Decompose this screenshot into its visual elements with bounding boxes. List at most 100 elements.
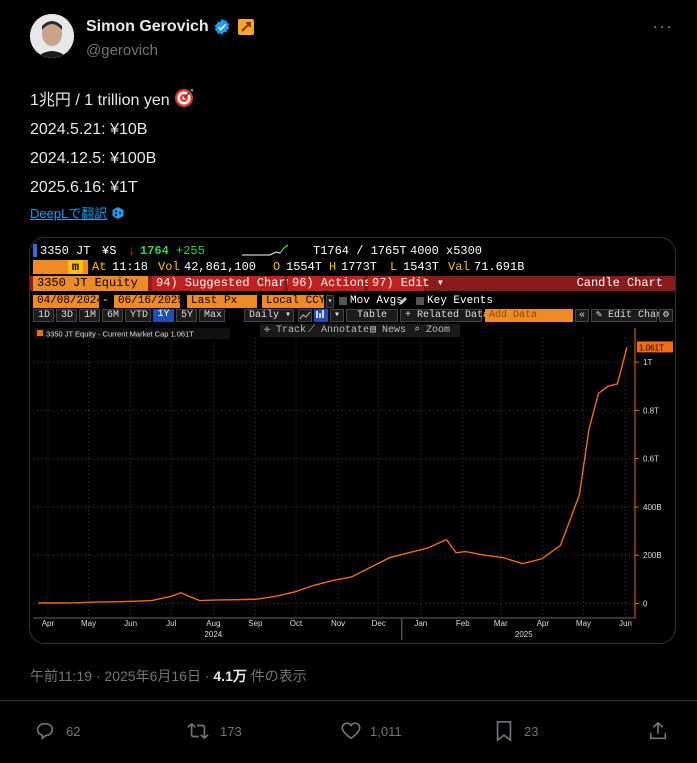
date-dash: - — [102, 295, 109, 307]
low-label: L — [390, 260, 398, 274]
chart-image[interactable]: 3350 JT ¥S ↓ 1764 +255 T1764 / 1765T 400… — [29, 237, 676, 644]
security-field[interactable]: 3350 JT Equity — [33, 276, 148, 291]
x-tick-label: Nov — [331, 619, 345, 628]
news-tool[interactable]: ▤ News — [370, 325, 407, 336]
mov-avgs-label: Mov Avgs — [350, 295, 403, 307]
bookmark-count: 23 — [524, 723, 539, 739]
share-button[interactable] — [647, 720, 669, 745]
start-date-field[interactable]: 04/08/2024 — [33, 295, 103, 308]
x-tick-label: Jul — [166, 619, 176, 628]
at-label: At — [92, 260, 107, 274]
suggested-charts-menu[interactable]: 94) Suggested Charts ▾ — [152, 276, 314, 291]
period-1m[interactable]: 1M — [79, 309, 100, 322]
edit-chart-button[interactable]: ✎ Edit Chart — [591, 309, 668, 322]
translate-link[interactable]: DeepLで翻訳 — [30, 203, 125, 222]
timestamp[interactable]: 午前11:19 · 2025年6月16日 · — [30, 668, 214, 684]
period-max[interactable]: Max — [199, 309, 225, 322]
period-6m[interactable]: 6M — [102, 309, 123, 322]
gear-icon[interactable]: ⚙ — [659, 309, 673, 322]
chart-type-dropdown-icon[interactable]: ▾ — [330, 309, 344, 322]
at-time: 11:18 — [112, 260, 149, 274]
market-cap-chart[interactable]: 0 200B 400B 0.6T 0.8T 1T Apr May Jun Jul Aug Sep Oct… — [30, 238, 675, 643]
period-ytd[interactable]: YTD — [125, 309, 151, 322]
bar-chart-button[interactable] — [314, 309, 328, 322]
open-label: O — [273, 260, 281, 274]
more-options-icon[interactable]: ··· — [652, 16, 673, 36]
add-data-input[interactable]: Add Data — [485, 309, 573, 322]
low-price: 1543T — [403, 260, 440, 274]
like-button[interactable]: 1,011 — [340, 720, 402, 742]
share-icon — [649, 721, 667, 740]
ccy-dropdown-icon[interactable]: ▾ — [326, 295, 334, 308]
frequency-select[interactable]: Daily ▾ — [244, 309, 294, 322]
tweet-meta: 午前11:19 · 2025年6月16日 · 4.1万 件の表示 — [30, 666, 307, 686]
author-name[interactable]: Simon Gerovich — [86, 18, 209, 35]
deepl-icon — [112, 206, 124, 219]
volume: 42,861,100 — [184, 260, 257, 274]
high-price: 1773T — [341, 260, 378, 274]
period-1d[interactable]: 1D — [33, 309, 54, 322]
period-1y[interactable]: 1Y — [153, 309, 174, 322]
reply-button[interactable]: 62 — [34, 720, 80, 742]
market-cap-line — [38, 347, 628, 604]
author-handle[interactable]: @gerovich — [86, 42, 158, 59]
like-count: 1,011 — [370, 723, 402, 739]
y-tick-label: 0.6T — [643, 455, 659, 464]
x-tick-label: Dec — [372, 619, 386, 628]
retweet-button[interactable]: 173 — [186, 720, 242, 742]
legend-swatch — [37, 330, 43, 336]
local-ccy-select[interactable]: Local CCY — [262, 295, 325, 308]
zoom-tool[interactable]: ⌕ Zoom — [414, 325, 451, 336]
year-label: 2025 — [515, 630, 533, 639]
x-tick-label: May — [576, 619, 591, 628]
date-bar: 04/08/2024 - 06/16/2025 Last Px Local CC… — [30, 295, 675, 308]
legend-label: 3350 JT Equity - Current Market Cap 1.06… — [46, 330, 194, 339]
annotate-tool[interactable]: ⟋ Annotate — [308, 325, 370, 336]
x-tick-label: Aug — [206, 619, 220, 628]
divider — [0, 700, 697, 701]
translate-label: DeepLで翻訳 — [30, 206, 108, 221]
period-3d[interactable]: 3D — [56, 309, 77, 322]
menu-bar: 3350 JT Equity 94) Suggested Charts ▾ 96… — [30, 276, 675, 291]
related-data-menu[interactable]: + Related Data ▾ — [400, 309, 501, 322]
end-date-field[interactable]: 06/16/2025 — [114, 295, 184, 308]
candle-chart-label[interactable]: Candle Chart — [576, 276, 663, 290]
key-events-label: Key Events — [427, 295, 494, 307]
x-tick-label: Jan — [414, 619, 427, 628]
exchange-icon: m — [68, 260, 83, 274]
last-px-select[interactable]: Last Px — [187, 295, 257, 308]
tweet-text: 1兆円 / 1 trillion yen 2024.5.21: ¥10B 202… — [30, 86, 194, 202]
x-tick-label: Jun — [124, 619, 137, 628]
bookmark-button[interactable]: 23 — [494, 720, 538, 742]
ticker: 3350 JT — [40, 244, 91, 258]
avatar[interactable] — [30, 14, 74, 58]
mov-avgs-checkbox[interactable] — [339, 297, 347, 305]
affiliate-badge-icon[interactable] — [237, 19, 254, 35]
high-label: H — [329, 260, 337, 274]
key-events-checkbox[interactable] — [416, 297, 424, 305]
edit-menu[interactable]: 97) Edit ▾ — [368, 276, 444, 291]
stats-line: m At 11:18 Vol 42,861,100 O 1554T H 1773… — [30, 260, 675, 274]
tools-strip — [260, 324, 460, 337]
retweet-count: 173 — [220, 723, 242, 739]
actions-menu[interactable]: 96) Actions ▾ — [288, 276, 386, 291]
open-price: 1554T — [286, 260, 323, 274]
y-tick-label: 200B — [643, 551, 662, 560]
price-change: +255 — [176, 244, 205, 258]
vol-label: Vol — [158, 260, 180, 274]
x-tick-label: Sep — [248, 619, 263, 628]
period-5y[interactable]: 5Y — [176, 309, 197, 322]
table-button[interactable]: Table — [346, 309, 398, 322]
year-label: 2024 — [204, 630, 222, 639]
pencil-icon[interactable] — [398, 296, 408, 306]
x-tick-label: Apr — [537, 619, 550, 628]
down-arrow-icon: ↓ — [128, 244, 136, 258]
line-chart-button[interactable] — [298, 309, 312, 322]
last-value-tag — [637, 341, 673, 353]
tools-bar: ✛ Track ⟋ Annotate ▤ News ⌕ Zoom — [30, 324, 675, 337]
double-chevron-icon[interactable]: « — [575, 309, 589, 322]
track-tool[interactable]: ✛ Track — [264, 325, 307, 336]
reply-icon — [36, 722, 54, 741]
verified-badge-icon — [214, 19, 229, 35]
tweet-line-3: 2024.12.5: ¥100B — [30, 150, 157, 167]
